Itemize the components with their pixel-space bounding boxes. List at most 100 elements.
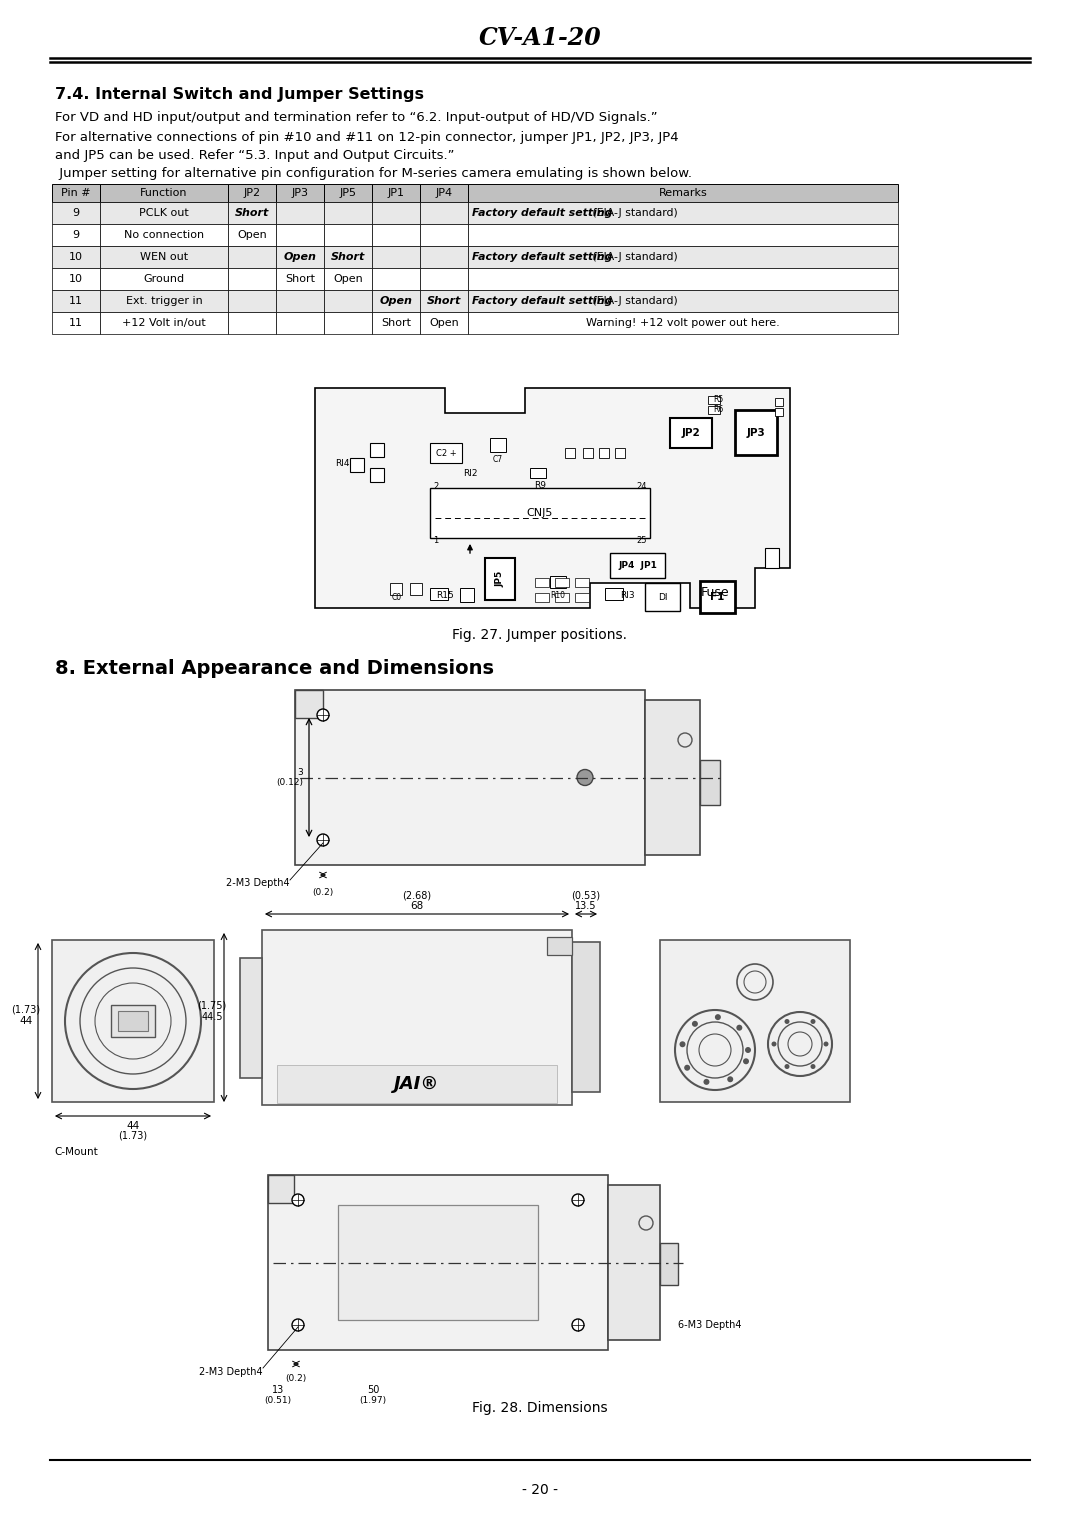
Text: Short: Short (381, 318, 411, 329)
Text: JP5: JP5 (496, 571, 504, 587)
Bar (420, 225, 468, 246)
Text: Open: Open (238, 231, 267, 240)
Bar (420, 267, 468, 290)
Bar (240, 958, 262, 1077)
Text: 8. External Appearance and Dimensions: 8. External Appearance and Dimensions (55, 659, 494, 677)
Text: CV-A1-20: CV-A1-20 (478, 26, 602, 50)
Bar (660, 1242, 678, 1285)
Text: 10: 10 (69, 274, 83, 284)
Bar (420, 312, 468, 335)
Bar (468, 225, 897, 246)
Bar (276, 267, 324, 290)
Bar (468, 312, 897, 335)
Circle shape (318, 709, 329, 721)
Bar (100, 267, 228, 290)
Text: Function: Function (140, 188, 188, 199)
Text: Ext. trigger in: Ext. trigger in (125, 296, 202, 306)
Bar (52, 312, 100, 335)
Circle shape (684, 1065, 690, 1071)
Bar (372, 290, 420, 312)
Bar (420, 183, 468, 202)
Circle shape (715, 1015, 720, 1021)
Bar (100, 312, 228, 335)
Bar (775, 408, 783, 416)
Bar (100, 202, 228, 225)
Bar (555, 593, 569, 602)
Bar (52, 290, 100, 312)
Text: Open: Open (333, 274, 363, 284)
Text: Factory default setting: Factory default setting (472, 296, 612, 306)
Bar (430, 443, 462, 463)
Text: 44: 44 (19, 1016, 32, 1025)
Circle shape (292, 1193, 303, 1206)
Text: RI3: RI3 (620, 591, 635, 601)
Text: (1.73): (1.73) (12, 1004, 41, 1015)
Text: RI2: RI2 (462, 469, 477, 477)
Text: Factory default setting: Factory default setting (472, 252, 612, 261)
Bar (52, 225, 100, 246)
Text: R15: R15 (436, 591, 454, 601)
Bar (52, 246, 100, 267)
Text: 2: 2 (433, 481, 438, 490)
Text: Short: Short (285, 274, 315, 284)
Bar (100, 183, 228, 202)
Text: 2-M3 Depth4: 2-M3 Depth4 (227, 879, 291, 888)
Bar (372, 225, 420, 246)
Bar (572, 941, 600, 1093)
Text: 50: 50 (367, 1384, 379, 1395)
Bar (645, 700, 700, 856)
Circle shape (810, 1019, 815, 1024)
Text: No connection: No connection (124, 231, 204, 240)
Bar (410, 584, 422, 594)
Bar (324, 183, 372, 202)
Text: 10: 10 (69, 252, 83, 261)
Bar (52, 940, 214, 1102)
Circle shape (824, 1042, 828, 1047)
Bar (535, 578, 549, 587)
Text: C2 +: C2 + (435, 449, 457, 457)
Bar (708, 406, 720, 414)
Circle shape (692, 1021, 698, 1027)
Bar (228, 183, 276, 202)
Bar (100, 225, 228, 246)
Circle shape (745, 1047, 751, 1053)
Bar (228, 312, 276, 335)
Bar (324, 246, 372, 267)
Bar (372, 312, 420, 335)
Circle shape (743, 1059, 750, 1065)
Bar (530, 468, 546, 478)
Text: 25: 25 (636, 536, 647, 545)
Text: (EIA-J standard): (EIA-J standard) (590, 252, 678, 261)
Text: (2.68): (2.68) (403, 891, 432, 902)
Text: Remarks: Remarks (659, 188, 707, 199)
Circle shape (703, 1079, 710, 1085)
Text: C7: C7 (492, 455, 503, 465)
Bar (468, 267, 897, 290)
Text: - 20 -: - 20 - (522, 1484, 558, 1497)
Text: For VD and HD input/output and termination refer to “6.2. Input-output of HD/VD : For VD and HD input/output and terminati… (55, 112, 658, 124)
Bar (276, 246, 324, 267)
Text: 9: 9 (72, 231, 80, 240)
Bar (610, 553, 665, 578)
Bar (468, 246, 897, 267)
Bar (708, 396, 720, 403)
Text: Fuse: Fuse (701, 587, 729, 599)
Text: +12 Volt in/out: +12 Volt in/out (122, 318, 206, 329)
Bar (276, 290, 324, 312)
Bar (420, 246, 468, 267)
Text: (EIA-J standard): (EIA-J standard) (590, 296, 678, 306)
Bar (546, 937, 572, 955)
Circle shape (318, 834, 329, 847)
Text: 24: 24 (636, 481, 647, 490)
Bar (670, 419, 712, 448)
Bar (535, 593, 549, 602)
Text: CNJ5: CNJ5 (527, 507, 553, 518)
Bar (276, 183, 324, 202)
Text: For alternative connections of pin #10 and #11 on 12-pin connector, jumper JP1, : For alternative connections of pin #10 a… (55, 130, 678, 144)
Bar (52, 202, 100, 225)
Bar (100, 246, 228, 267)
Bar (295, 691, 645, 865)
Bar (430, 588, 448, 601)
Bar (735, 410, 777, 455)
Bar (276, 312, 324, 335)
